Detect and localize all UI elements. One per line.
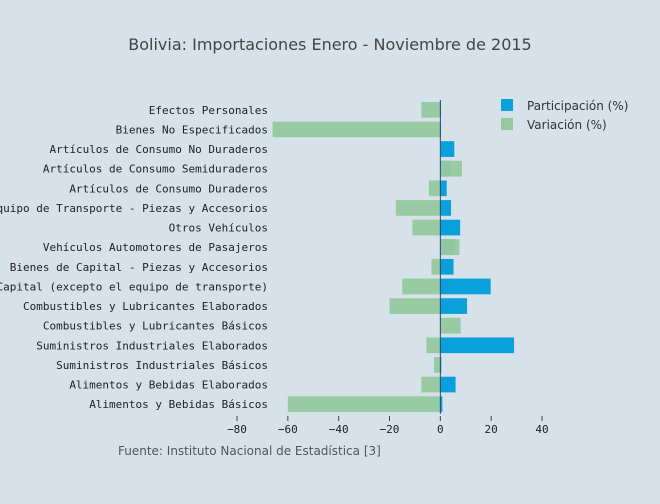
category-label: Artículos de Consumo Duraderos [69, 182, 268, 195]
category-label: Otros Vehículos [169, 222, 268, 235]
x-tick-label: 0 [437, 423, 444, 436]
category-label: Bienes de Capital (excepto el equipo de … [0, 280, 268, 293]
bar-variacion[interactable] [421, 376, 441, 393]
legend-swatch[interactable] [501, 99, 513, 111]
bar-participacion[interactable] [440, 219, 461, 236]
bar-variacion[interactable] [412, 219, 441, 236]
category-label: Artículos de Consumo Semiduraderos [43, 163, 268, 176]
bar-participacion[interactable] [440, 396, 443, 413]
category-label: Equipo de Transporte - Piezas y Accesori… [0, 202, 268, 215]
source-note: Fuente: Instituto Nacional de Estadístic… [118, 444, 381, 458]
bar-participacion[interactable] [440, 141, 455, 157]
bar-participacion[interactable] [440, 298, 468, 314]
chart-title: Bolivia: Importaciones Enero - Noviembre… [128, 35, 531, 54]
legend-swatch[interactable] [501, 118, 513, 130]
axis-layer: Efectos Personales Bienes No Especificado… [0, 100, 549, 436]
bar-participacion[interactable] [440, 376, 456, 393]
x-tick-label: −20 [380, 423, 400, 436]
bar-participacion[interactable] [440, 258, 454, 275]
legend[interactable]: Participación (%) Variación (%) [501, 99, 628, 132]
category-label: Efectos Personales [149, 104, 268, 117]
bar-participacion[interactable] [440, 337, 515, 354]
bar-variacion[interactable] [440, 317, 461, 334]
bar-variacion[interactable] [440, 239, 460, 256]
category-label: Alimentos y Bebidas Básicos [89, 398, 268, 411]
bar-variacion[interactable] [402, 278, 441, 295]
bar-variacion[interactable] [395, 200, 441, 216]
x-tick-label: 20 [485, 423, 498, 436]
x-tick-label: −60 [278, 423, 298, 436]
bar-variacion[interactable] [389, 298, 441, 314]
category-label: Suministros Industriales Elaborados [36, 339, 268, 352]
category-label: Bienes de Capital - Piezas y Accesorios [10, 261, 268, 274]
bar-participacion[interactable] [440, 278, 491, 295]
bar-variacion[interactable] [272, 121, 441, 138]
bar-variacion[interactable] [428, 180, 441, 197]
bar-variacion[interactable] [287, 396, 441, 413]
category-label: Suministros Industriales Básicos [56, 359, 268, 372]
legend-label[interactable]: Variación (%) [527, 118, 607, 132]
bar-variacion[interactable] [431, 258, 441, 275]
bar-variacion[interactable] [421, 101, 441, 118]
category-label: Combustibles y Lubricantes Básicos [43, 320, 268, 333]
category-label: Bienes No Especificados [116, 123, 268, 136]
legend-label[interactable]: Participación (%) [527, 99, 628, 113]
category-label: Vehículos Automotores de Pasajeros [43, 241, 268, 254]
category-label: Combustibles y Lubricantes Elaborados [23, 300, 268, 313]
bars-layer [272, 101, 515, 413]
bar-variacion[interactable] [426, 337, 441, 354]
bar-variacion[interactable] [433, 357, 441, 373]
bar-participacion[interactable] [440, 200, 452, 216]
x-tick-label: −40 [329, 423, 349, 436]
x-tick-label: 40 [535, 423, 548, 436]
bar-participacion[interactable] [440, 180, 447, 197]
bar-participacion[interactable] [440, 357, 442, 373]
category-label: Alimentos y Bebidas Elaborados [69, 379, 268, 392]
category-label: Artículos de Consumo No Duraderos [49, 143, 268, 156]
x-tick-label: −80 [227, 423, 247, 436]
bar-variacion[interactable] [440, 160, 462, 177]
